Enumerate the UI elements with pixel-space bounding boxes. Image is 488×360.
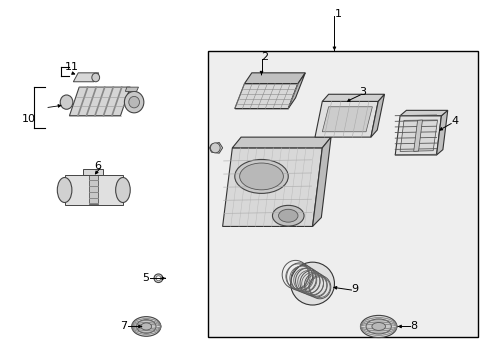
Ellipse shape: [290, 262, 334, 305]
Text: 5: 5: [142, 273, 149, 283]
Text: 9: 9: [351, 284, 358, 294]
Polygon shape: [222, 148, 322, 226]
Polygon shape: [244, 73, 305, 84]
Polygon shape: [287, 73, 305, 109]
Text: 10: 10: [22, 114, 36, 124]
Ellipse shape: [156, 276, 161, 281]
Ellipse shape: [234, 159, 287, 193]
Polygon shape: [399, 111, 447, 116]
Text: 3: 3: [358, 87, 365, 98]
Ellipse shape: [57, 177, 72, 203]
Ellipse shape: [239, 163, 283, 190]
Polygon shape: [394, 116, 441, 155]
Ellipse shape: [136, 320, 156, 333]
Ellipse shape: [141, 323, 151, 330]
Polygon shape: [209, 143, 222, 153]
Polygon shape: [413, 120, 422, 152]
Ellipse shape: [116, 177, 130, 203]
Ellipse shape: [272, 205, 304, 226]
Polygon shape: [399, 120, 437, 152]
Polygon shape: [314, 102, 377, 137]
Polygon shape: [234, 84, 297, 109]
Bar: [207, 51, 477, 337]
Polygon shape: [83, 168, 103, 175]
Ellipse shape: [210, 143, 220, 153]
Polygon shape: [89, 175, 98, 204]
Text: 11: 11: [64, 63, 79, 72]
Ellipse shape: [124, 91, 143, 113]
Ellipse shape: [154, 274, 163, 283]
Polygon shape: [119, 182, 126, 198]
Text: 4: 4: [450, 116, 457, 126]
Ellipse shape: [92, 73, 100, 82]
Text: 8: 8: [409, 321, 416, 332]
Ellipse shape: [360, 315, 396, 338]
Text: 1: 1: [334, 9, 341, 19]
Text: 6: 6: [94, 161, 101, 171]
Polygon shape: [232, 137, 330, 148]
Polygon shape: [322, 94, 384, 102]
Ellipse shape: [366, 319, 390, 334]
Ellipse shape: [371, 323, 385, 330]
Ellipse shape: [131, 317, 161, 336]
Ellipse shape: [278, 209, 297, 222]
Polygon shape: [64, 175, 122, 205]
Polygon shape: [436, 111, 447, 155]
Polygon shape: [69, 87, 130, 116]
Ellipse shape: [128, 96, 139, 108]
Polygon shape: [312, 137, 330, 226]
Polygon shape: [60, 182, 68, 198]
Text: 2: 2: [261, 52, 268, 62]
Polygon shape: [125, 87, 138, 91]
Polygon shape: [73, 73, 99, 82]
Ellipse shape: [60, 95, 73, 109]
Polygon shape: [370, 94, 384, 137]
Text: 7: 7: [120, 321, 127, 332]
Polygon shape: [322, 107, 372, 132]
